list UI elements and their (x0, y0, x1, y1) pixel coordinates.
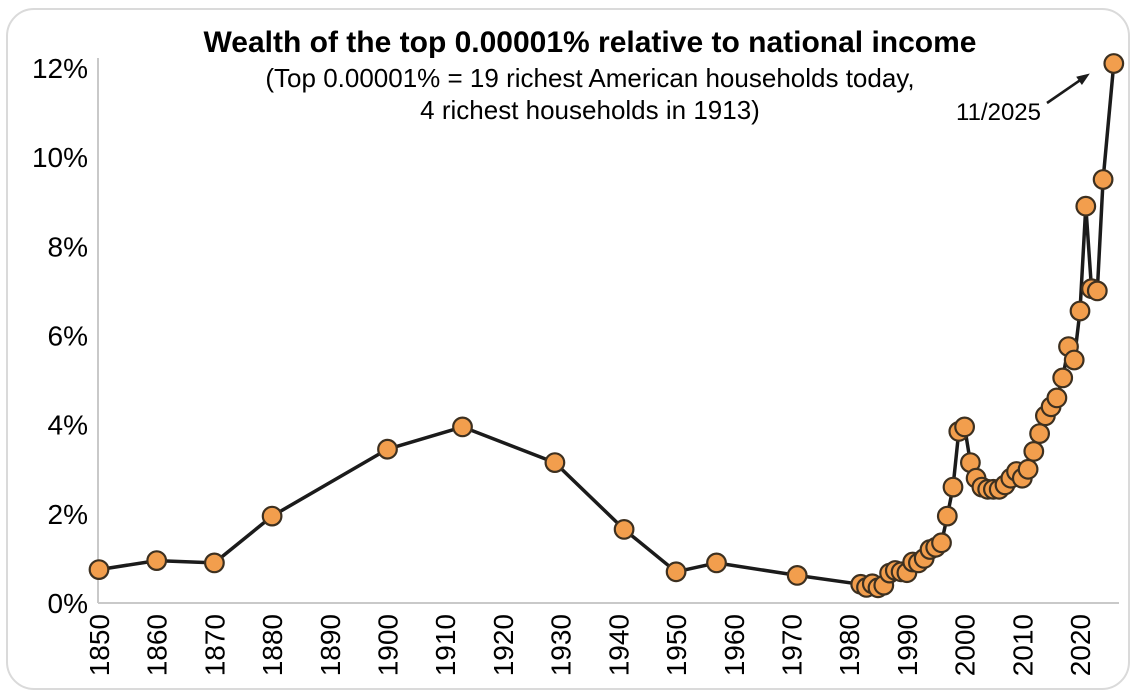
annotation-label: 11/2025 (956, 99, 1041, 126)
data-point (942, 476, 964, 498)
data-point (1046, 387, 1068, 409)
data-point (613, 519, 635, 540)
data-point (1017, 458, 1039, 480)
data-point (665, 561, 687, 583)
x-axis-tick-label: 1880 (257, 614, 288, 676)
x-axis-tick-label: 1970 (776, 614, 807, 676)
trend-line (97, 61, 1116, 590)
data-point (88, 559, 110, 580)
x-axis-tick-label: 1930 (546, 614, 577, 676)
chart-card (6, 8, 1130, 690)
data-point (1069, 300, 1091, 322)
chart-subtitle-line-2: 4 richest households in 1913) (420, 95, 760, 125)
y-axis-tick-label: 2% (48, 499, 88, 530)
x-axis-tick-label: 1860 (142, 614, 173, 676)
x-axis-tick-label: 1890 (315, 614, 346, 676)
data-point (146, 550, 168, 571)
x-axis-tick-label: 1910 (430, 614, 461, 676)
x-axis-tick-label: 1980 (834, 614, 865, 676)
x-axis-tick-label: 1920 (488, 614, 519, 676)
x-axis-tick-label: 1940 (603, 614, 634, 676)
y-axis-tick-label: 0% (48, 588, 88, 619)
data-point (544, 452, 566, 474)
data-point (936, 505, 958, 527)
y-axis-tick-label: 4% (48, 410, 88, 441)
data-point (931, 532, 952, 554)
chart-subtitle-line-1: (Top 0.00001% = 19 richest American hous… (265, 63, 915, 93)
data-point (1103, 53, 1125, 74)
x-axis-tick-label: 2000 (950, 614, 981, 676)
y-axis-tick-label: 8% (48, 231, 88, 262)
data-point (1092, 169, 1114, 190)
data-point (377, 438, 398, 460)
x-axis-tick-label: 1900 (373, 614, 404, 676)
x-axis-tick-label: 2010 (1007, 614, 1038, 676)
data-point (1075, 195, 1097, 217)
y-axis-tick-label: 12% (32, 53, 88, 84)
annotation-arrowhead (1076, 73, 1090, 85)
y-axis-tick-label: 10% (32, 142, 88, 173)
data-point (954, 416, 975, 438)
data-point (1086, 280, 1108, 302)
data-point (1052, 367, 1074, 389)
data-point (706, 552, 727, 574)
x-axis-tick-label: 1870 (199, 614, 230, 676)
x-axis-tick-label: 1950 (661, 614, 692, 676)
y-axis-tick-label: 6% (48, 321, 88, 352)
data-point (261, 505, 283, 527)
x-axis-tick-label: 2020 (1065, 614, 1096, 676)
data-point (1029, 423, 1050, 445)
data-point (1063, 349, 1085, 371)
data-point (786, 565, 808, 586)
data-point (203, 552, 225, 574)
x-axis-tick-label: 1960 (719, 614, 750, 676)
data-point (452, 416, 473, 438)
annotation-arrow-line (1046, 77, 1084, 105)
x-axis-tick-label: 1990 (892, 614, 923, 676)
chart-title: Wealth of the top 0.00001% relative to n… (203, 26, 977, 59)
data-point (1023, 441, 1045, 462)
x-axis-tick-label: 1850 (84, 614, 115, 676)
